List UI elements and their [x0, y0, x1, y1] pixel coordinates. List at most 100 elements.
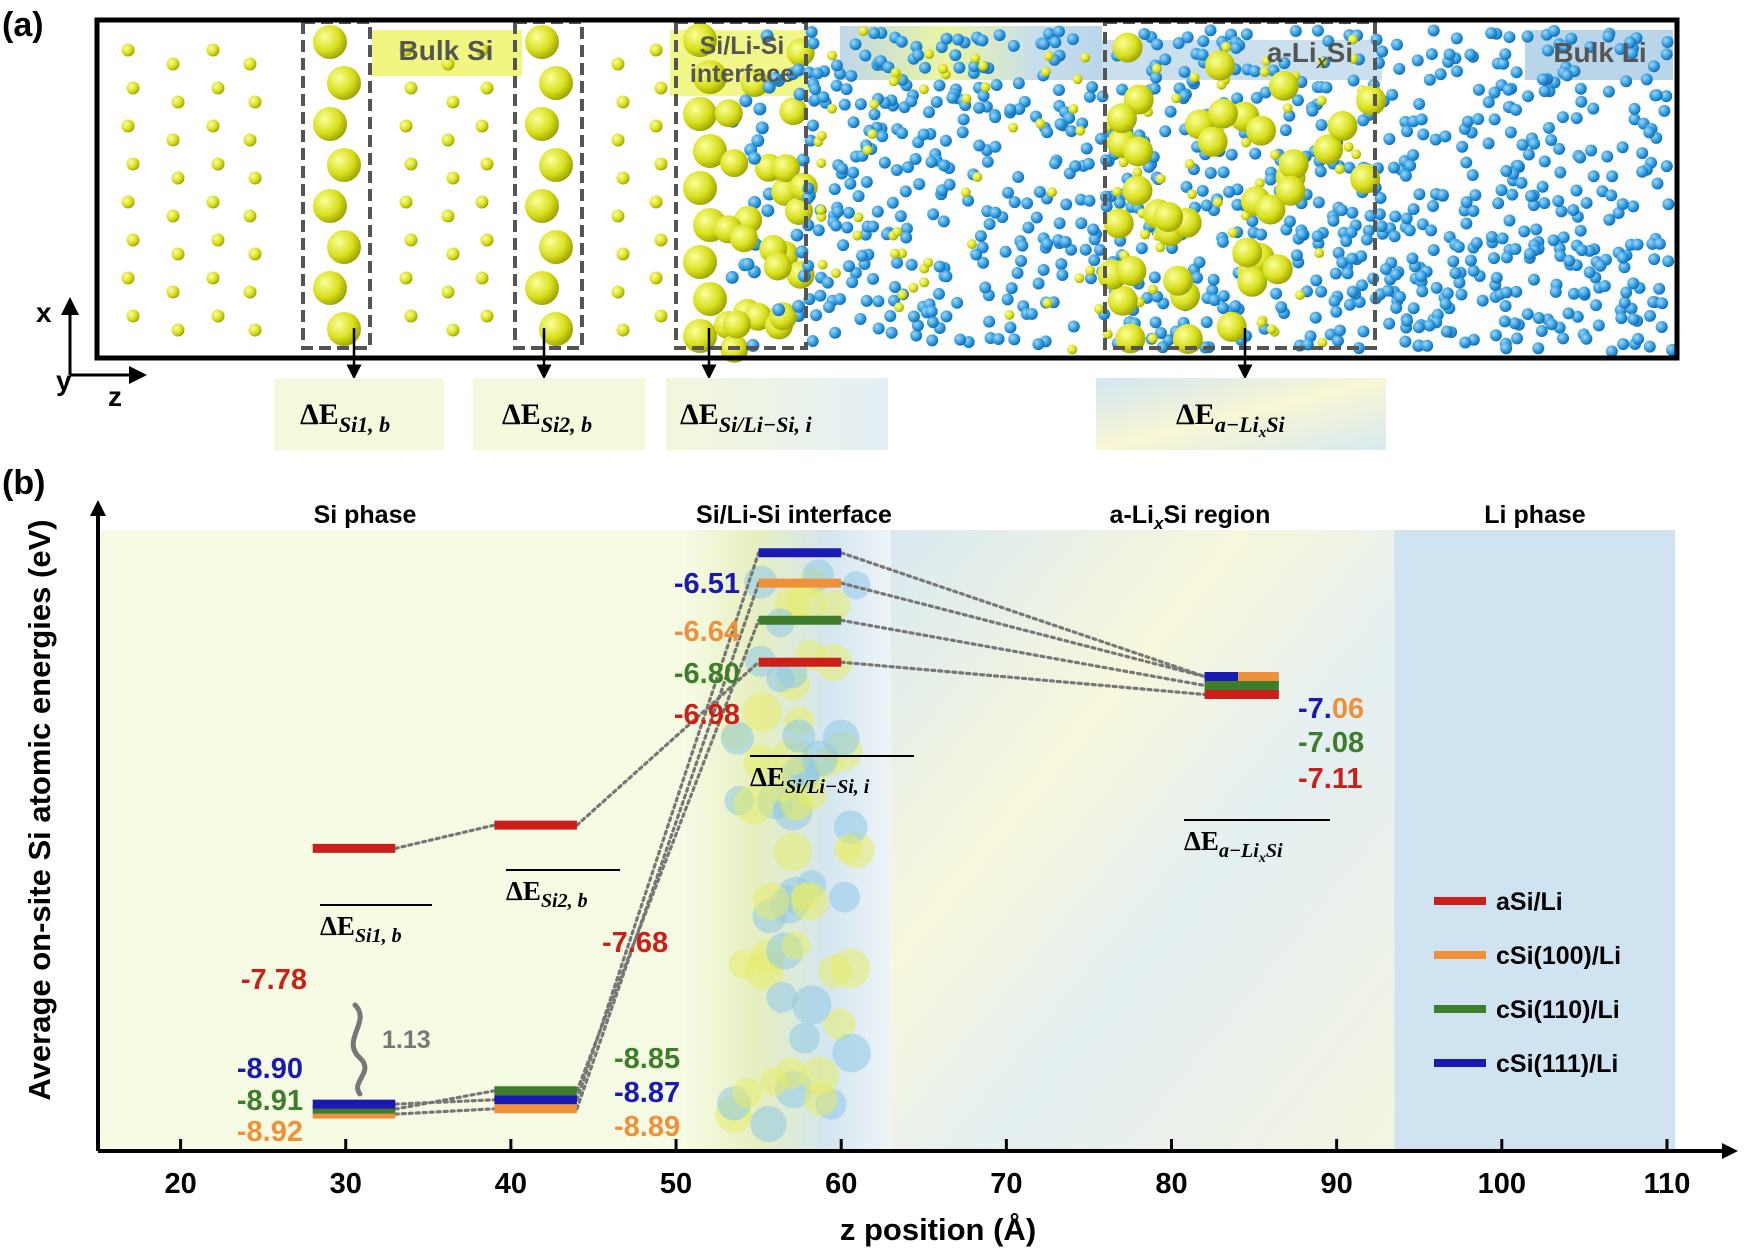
- li-atom: [1066, 33, 1079, 46]
- li-atom: [1086, 80, 1099, 93]
- si-atom-interface: [714, 99, 743, 128]
- li-atom: [895, 35, 908, 48]
- li-atom: [1658, 104, 1671, 117]
- si-atom: [475, 43, 489, 57]
- deco-li-atom: [766, 664, 795, 693]
- li-atom: [1296, 228, 1309, 241]
- li-atom: [872, 322, 885, 335]
- si-atom-small: [1072, 74, 1083, 85]
- legend-label-c110: cSi(110)/Li: [1496, 996, 1620, 1024]
- deco-si-atom: [742, 692, 783, 732]
- li-atom: [1521, 30, 1534, 43]
- li-atom: [1522, 90, 1535, 103]
- si-atom: [166, 57, 180, 71]
- li-atom: [828, 183, 841, 196]
- panel-a-label: (a): [2, 6, 44, 44]
- li-atom: [1643, 126, 1656, 139]
- value-alisi-asi: -7.11: [1298, 763, 1363, 795]
- atomic-structure: [121, 23, 1678, 363]
- li-atom: [1333, 324, 1346, 337]
- si-atom-small: [1043, 51, 1054, 62]
- li-atom: [1523, 247, 1536, 260]
- li-atom: [1217, 166, 1230, 179]
- li-atom: [1449, 267, 1462, 280]
- si-atom: [611, 209, 625, 223]
- li-atom: [793, 87, 807, 101]
- si-atom: [611, 133, 625, 147]
- si-atom-alisi: [1278, 149, 1309, 180]
- region-backgrounds: [98, 530, 1676, 1151]
- li-atom: [1580, 196, 1593, 209]
- li-atom: [1590, 299, 1603, 312]
- si-atom-small: [894, 302, 905, 313]
- deco-li-atom: [833, 810, 868, 844]
- li-atom: [1631, 238, 1644, 251]
- li-atom: [807, 119, 820, 132]
- li-atom: [1407, 302, 1420, 315]
- deco-si-atom: [732, 1077, 762, 1108]
- si-atom: [649, 119, 663, 133]
- li-atom: [876, 130, 889, 143]
- li-atom: [1080, 142, 1093, 155]
- li-atom: [1567, 287, 1580, 300]
- si-atom-small: [978, 61, 989, 72]
- si-atom-small: [1140, 229, 1151, 240]
- si-atom-small: [960, 187, 971, 198]
- li-atom: [1283, 215, 1296, 228]
- si-atom-alisi: [1255, 194, 1286, 225]
- li-atom: [1660, 48, 1673, 61]
- li-atom: [1060, 198, 1073, 211]
- li-atom: [1320, 81, 1333, 94]
- li-atom: [1650, 89, 1663, 102]
- li-atom: [923, 106, 936, 119]
- li-atom: [1518, 225, 1531, 238]
- li-atom: [1427, 244, 1440, 257]
- li-atom: [1178, 89, 1191, 102]
- x-tick-label-90: 90: [1321, 1168, 1353, 1200]
- deco-si-atom: [774, 1057, 808, 1090]
- axis-triad: x y z: [36, 297, 147, 412]
- value-si2-c110: -8.85: [614, 1043, 680, 1075]
- li-atom: [1204, 24, 1217, 37]
- li-atom: [1015, 254, 1028, 267]
- axis-label-y: y: [56, 365, 72, 396]
- li-atom: [1084, 272, 1097, 285]
- li-atom: [1467, 205, 1480, 218]
- si-atom-small: [1259, 66, 1270, 77]
- li-atom: [1640, 73, 1653, 86]
- li-atom: [1083, 194, 1096, 207]
- energy-label-interface: ΔESi/Li−Si, i: [680, 398, 813, 437]
- li-atom: [1541, 44, 1554, 57]
- si-atom-alisi: [1207, 98, 1238, 129]
- si-atom: [211, 81, 225, 95]
- li-atom: [1053, 217, 1066, 230]
- li-atom: [1390, 301, 1403, 314]
- li-atom: [1356, 279, 1369, 292]
- li-atom: [1452, 240, 1465, 253]
- li-atom: [845, 69, 858, 82]
- si-atom-alisi: [1216, 311, 1247, 342]
- li-atom: [1065, 125, 1078, 138]
- li-atom: [1341, 267, 1354, 280]
- li-atom: [1347, 74, 1360, 87]
- li-atom: [1041, 237, 1054, 250]
- deco-si-atom: [801, 1056, 840, 1095]
- li-atom: [1620, 75, 1633, 88]
- li-atom: [886, 196, 899, 209]
- si-atom-alisi: [1163, 265, 1194, 296]
- li-atom: [888, 281, 901, 294]
- li-atom: [790, 228, 804, 242]
- si-atom: [404, 309, 418, 323]
- li-atom: [977, 89, 990, 102]
- li-atom: [1510, 66, 1523, 79]
- li-atom: [1627, 277, 1640, 290]
- legend-label-c111: cSi(111)/Li: [1496, 1050, 1618, 1078]
- li-atom: [1647, 295, 1660, 308]
- li-atom: [1511, 332, 1524, 345]
- deco-li-atom: [829, 881, 861, 913]
- li-atom: [1231, 198, 1244, 211]
- si-atom: [206, 119, 220, 133]
- si-atom-small: [1334, 164, 1345, 175]
- li-atom: [1393, 290, 1406, 303]
